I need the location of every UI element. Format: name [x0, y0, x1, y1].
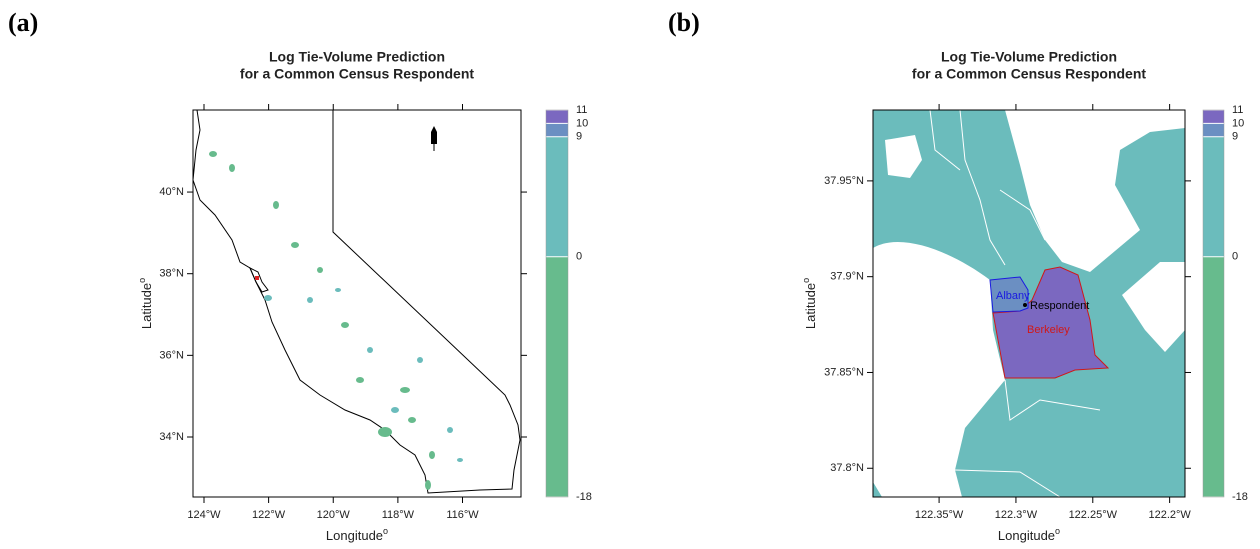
- colorbar-band: [546, 136, 568, 257]
- berkeley-map: Albany Respondent Berkeley: [873, 110, 1185, 497]
- annotation: Berkeley: [1027, 324, 1070, 336]
- colorbar-tick-label: 10: [1232, 117, 1244, 129]
- x-tick-label: 122.35°W: [915, 509, 964, 521]
- plot-frame: [192, 109, 522, 498]
- panel-label: (b): [668, 8, 700, 37]
- panel-label: (a): [8, 8, 38, 37]
- annotation: Albany: [996, 290, 1030, 302]
- colorbar-band: [1203, 256, 1224, 497]
- y-tick-label: 37.8°N: [830, 462, 864, 474]
- colorbar-tick-label: -18: [576, 491, 592, 503]
- x-tick-label: 120°W: [317, 509, 351, 521]
- x-axis-label-text: Longitude: [998, 528, 1055, 543]
- y-axis-label-text: Latitude: [139, 283, 154, 329]
- california-map: [193, 110, 521, 494]
- colorbar-tick-label: 10: [576, 117, 588, 129]
- y-axis-label: Latitudeo: [801, 278, 818, 329]
- colorbar-tick-label: 0: [1232, 251, 1238, 263]
- x-tick-label: 122.25°W: [1069, 509, 1118, 521]
- chart-title: for a Common Census Respondent: [912, 66, 1146, 82]
- x-axis-label-sup: o: [383, 526, 388, 536]
- x-tick-label: 122.2°W: [1148, 509, 1191, 521]
- colorbar-band: [546, 110, 568, 124]
- colorbar-tick-label: 11: [576, 104, 587, 116]
- colorbar-tick-label: 9: [1232, 131, 1238, 143]
- chart-title: Log Tie-Volume Prediction: [269, 49, 445, 65]
- y-tick-label: 37.9°N: [830, 271, 864, 283]
- x-axis-label: Longitudeo: [326, 526, 388, 543]
- plot-frame: [872, 109, 1186, 498]
- colorbar-tick-label: 9: [576, 131, 582, 143]
- y-tick-label: 40°N: [159, 186, 184, 198]
- x-axis-label: Longitudeo: [998, 526, 1060, 543]
- y-axis-label: Latitudeo: [137, 278, 154, 329]
- colorbar-band: [546, 256, 568, 497]
- colorbar-frame: [1202, 109, 1225, 498]
- x-tick-label: 122.3°W: [995, 509, 1038, 521]
- colorbar-band: [1203, 110, 1224, 124]
- x-tick-label: 124°W: [187, 509, 221, 521]
- colorbar-tick-label: -18: [1232, 491, 1248, 503]
- y-tick-label: 37.95°N: [824, 175, 864, 187]
- x-axis-label-sup: o: [1055, 526, 1060, 536]
- colorbar-band: [1203, 123, 1224, 137]
- y-axis-label-sup: o: [137, 278, 147, 283]
- x-axis-label-text: Longitude: [326, 528, 383, 543]
- chart-title: Log Tie-Volume Prediction: [941, 49, 1117, 65]
- x-tick-label: 122°W: [252, 509, 286, 521]
- x-tick-label: 118°W: [382, 509, 415, 521]
- chart-title: for a Common Census Respondent: [240, 66, 474, 82]
- colorbar-tick-label: 0: [576, 251, 582, 263]
- y-tick-label: 38°N: [159, 268, 184, 280]
- colorbar-frame: [545, 109, 569, 498]
- colorbar-band: [546, 123, 568, 137]
- y-axis-label-sup: o: [801, 278, 811, 283]
- y-axis-label-text: Latitude: [803, 283, 818, 329]
- x-tick-label: 116°W: [446, 509, 479, 521]
- y-tick-label: 36°N: [159, 349, 184, 361]
- y-tick-label: 34°N: [159, 431, 184, 443]
- annotation: Respondent: [1030, 300, 1089, 312]
- colorbar-band: [1203, 136, 1224, 257]
- colorbar-tick-label: 11: [1232, 104, 1243, 116]
- y-tick-label: 37.85°N: [824, 366, 864, 378]
